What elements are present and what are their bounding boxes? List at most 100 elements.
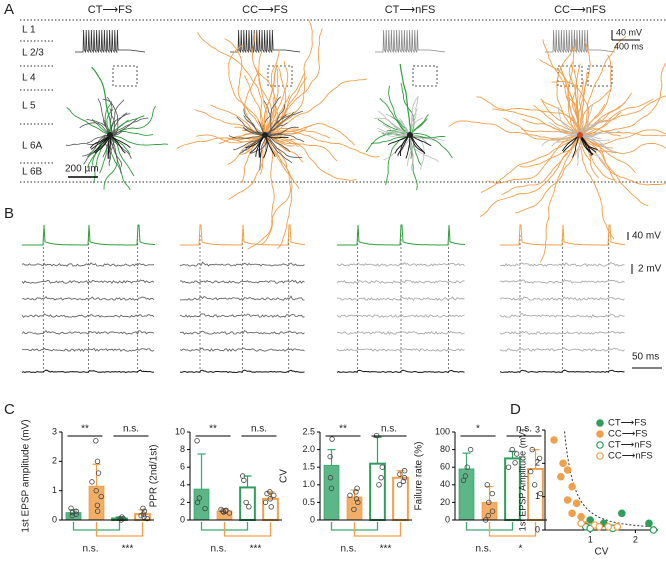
y-tick-label: 60 — [440, 462, 450, 472]
neurite — [243, 115, 264, 136]
neurite — [383, 134, 409, 161]
scatter-point — [618, 509, 626, 518]
neurite — [579, 98, 654, 136]
neurite — [227, 134, 266, 165]
scatter-point — [563, 496, 572, 504]
neurite — [548, 121, 578, 136]
neurite — [244, 75, 266, 136]
significance: n.s. — [123, 424, 139, 435]
significance: ** — [339, 424, 347, 435]
legend-marker — [596, 441, 604, 449]
zoom-box — [267, 65, 293, 87]
neurite — [194, 109, 266, 136]
neurite — [264, 134, 338, 162]
neurite — [379, 97, 411, 136]
epsp-trace — [499, 330, 625, 335]
scatter-point — [559, 459, 567, 468]
neurite — [559, 131, 576, 136]
data-point — [353, 489, 359, 495]
data-point — [328, 485, 335, 492]
presynaptic-trace — [22, 224, 155, 246]
data-point — [95, 470, 102, 476]
data-point — [379, 464, 385, 470]
y-tick-label: 4 — [180, 479, 185, 489]
epsp-trace — [336, 296, 465, 301]
neurite — [259, 134, 267, 171]
neurite — [104, 101, 113, 136]
y-tick-label: 0 — [52, 514, 57, 524]
neurite — [387, 134, 411, 146]
data-point — [397, 471, 403, 477]
neurite — [556, 46, 581, 136]
epsp-trace — [179, 347, 305, 352]
layer-label: L 6A — [22, 141, 43, 152]
neurite — [195, 134, 266, 144]
epsp-trace — [179, 261, 305, 267]
comparison-bracket — [353, 522, 402, 537]
data-point — [514, 451, 520, 457]
data-point — [94, 502, 101, 509]
epsp-trace — [499, 347, 625, 352]
data-point — [505, 464, 512, 470]
neurite — [558, 107, 579, 136]
significance: n.s. — [251, 424, 267, 435]
data-point — [531, 482, 538, 488]
scale-label: 50 ms — [632, 352, 659, 363]
neurite — [579, 134, 649, 207]
scatter-point — [595, 522, 604, 531]
neurite — [409, 134, 432, 147]
legend-label: CT⟶FS — [608, 418, 646, 429]
data-point — [202, 505, 208, 512]
panel-label: D — [510, 401, 521, 418]
neurite — [377, 110, 414, 136]
data-point — [262, 499, 269, 506]
neurite — [492, 107, 581, 136]
data-point — [89, 479, 95, 485]
neurite — [267, 134, 291, 153]
data-point — [119, 514, 125, 520]
comparison-bracket — [488, 522, 537, 537]
legend-label: CT⟶nFS — [608, 440, 652, 451]
scatter-point — [613, 522, 622, 531]
y-tick-label: 3 — [535, 424, 540, 434]
neurite — [487, 134, 581, 184]
neurite — [541, 100, 581, 136]
data-point — [355, 499, 361, 506]
neurite — [557, 134, 581, 143]
legend-marker — [596, 419, 604, 427]
neurite — [109, 134, 126, 154]
scatter-point — [577, 519, 585, 528]
neurite — [579, 87, 613, 136]
neurite — [562, 134, 581, 152]
average-trace — [336, 369, 465, 374]
presynaptic-trace — [180, 224, 306, 246]
y-tick-label: 6 — [180, 462, 185, 472]
neurite — [236, 116, 263, 136]
y-tick-label: 10 — [175, 426, 185, 436]
neurite — [91, 66, 112, 136]
neurite — [411, 96, 419, 136]
neurite — [519, 134, 581, 168]
data-point — [144, 515, 150, 522]
cell-type-title: CT⟶FS — [88, 4, 133, 16]
data-point — [264, 490, 270, 497]
scatter-point — [649, 526, 658, 534]
panel-label: A — [4, 1, 14, 18]
average-trace — [499, 369, 625, 373]
neurite — [264, 69, 279, 136]
scatter-point — [577, 512, 585, 521]
x-tick-label: 1 — [588, 534, 593, 544]
data-point — [246, 504, 252, 510]
neurite — [243, 108, 261, 136]
neurite — [395, 125, 409, 136]
neurite — [244, 73, 266, 136]
neurite — [559, 65, 581, 136]
significance: n.s. — [381, 424, 397, 435]
neurite — [400, 134, 411, 156]
data-point — [489, 490, 495, 497]
data-point — [460, 477, 467, 484]
neurite — [405, 134, 411, 159]
scatter-point — [645, 519, 653, 528]
neurite — [94, 134, 111, 154]
layer-label: L 6B — [22, 167, 43, 178]
